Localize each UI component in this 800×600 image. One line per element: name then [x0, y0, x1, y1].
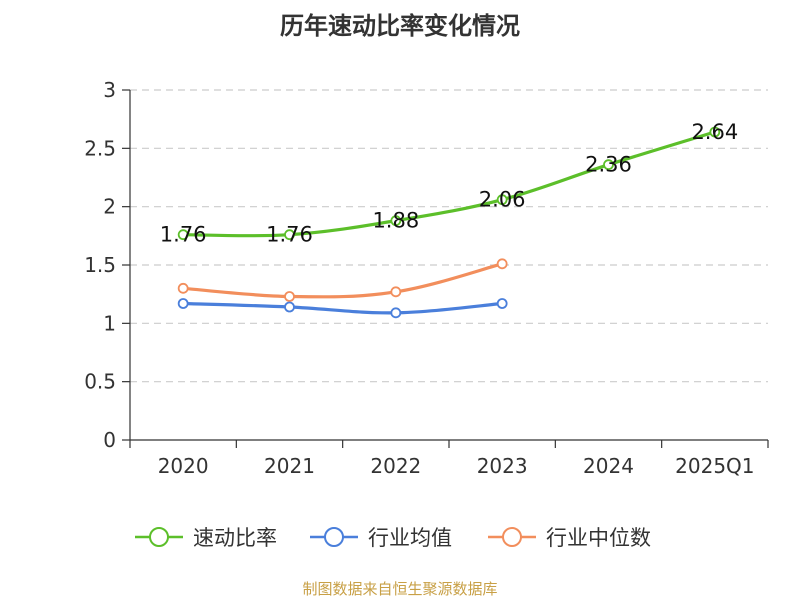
- x-tick-label: 2024: [583, 454, 634, 478]
- y-tick-label: 2.5: [84, 136, 116, 160]
- series-line-1: [183, 301, 503, 315]
- x-tick-label: 2023: [477, 454, 528, 478]
- y-tick-label: 3: [103, 78, 116, 102]
- data-point[interactable]: [284, 291, 295, 302]
- data-label: 1.76: [160, 223, 207, 247]
- data-point[interactable]: [284, 229, 295, 241]
- legend-marker[interactable]: [502, 527, 522, 547]
- data-point[interactable]: [177, 229, 189, 241]
- legend-label[interactable]: 速动比率: [193, 526, 277, 550]
- chart-title: 历年速动比率变化情况: [280, 12, 520, 40]
- y-tick-label: 0.5: [84, 370, 116, 394]
- data-point[interactable]: [284, 301, 295, 313]
- data-point[interactable]: [177, 282, 189, 294]
- series-line-0: [183, 130, 716, 238]
- y-tick-label: 1: [103, 311, 116, 335]
- legend-marker[interactable]: [324, 527, 344, 547]
- data-point[interactable]: [496, 194, 508, 206]
- series-line-2: [183, 262, 503, 299]
- y-tick-label: 0: [103, 428, 116, 452]
- x-tick-label: 2020: [158, 454, 209, 478]
- data-label: 2.06: [479, 188, 526, 212]
- y-tick-label: 1.5: [84, 253, 116, 277]
- data-label: 1.88: [372, 209, 419, 233]
- x-tick-label: 2025Q1: [675, 454, 754, 478]
- data-label: 2.36: [585, 153, 632, 177]
- data-point[interactable]: [603, 159, 614, 171]
- source-footer: 制图数据来自恒生聚源数据库: [302, 580, 498, 598]
- legend-label[interactable]: 行业中位数: [546, 526, 651, 550]
- data-point[interactable]: [390, 286, 402, 298]
- data-point[interactable]: [177, 298, 189, 309]
- data-point[interactable]: [390, 307, 402, 319]
- data-point[interactable]: [496, 258, 508, 270]
- y-tick-label: 2: [103, 195, 116, 219]
- data-label: 2.64: [691, 120, 738, 144]
- legend-label[interactable]: 行业均值: [368, 526, 452, 550]
- data-point[interactable]: [709, 126, 721, 138]
- data-point[interactable]: [496, 298, 508, 309]
- x-tick-label: 2022: [370, 454, 421, 478]
- data-point[interactable]: [390, 215, 402, 227]
- legend-marker[interactable]: [149, 527, 169, 547]
- data-label: 1.76: [266, 223, 313, 247]
- x-tick-label: 2021: [264, 454, 315, 478]
